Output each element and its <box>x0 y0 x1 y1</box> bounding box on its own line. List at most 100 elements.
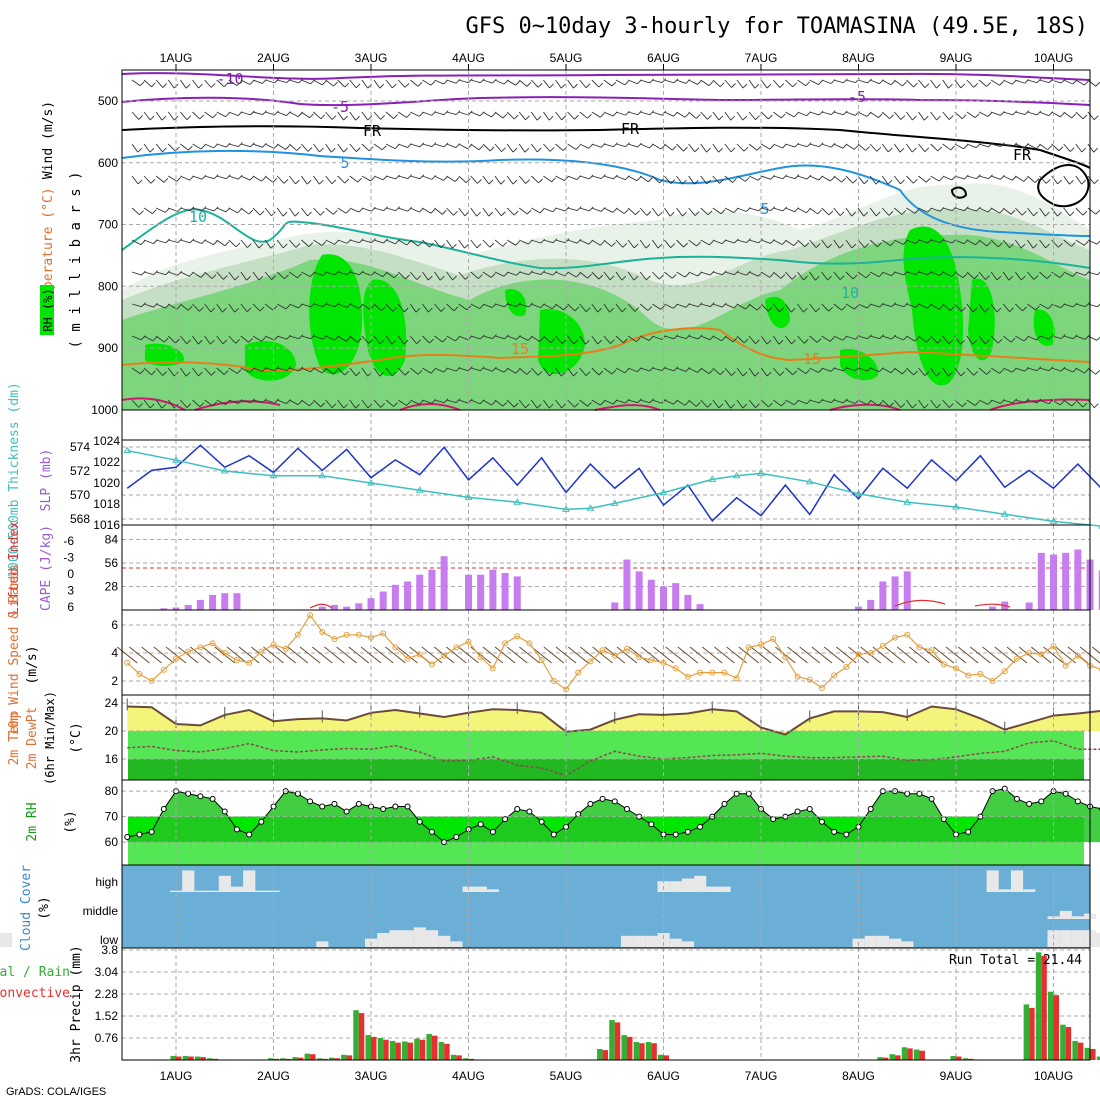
upper-wind-barb <box>1039 175 1047 184</box>
precip-total-bar <box>304 1053 311 1060</box>
upper-wind-barb <box>204 207 215 212</box>
upper-wind-barb <box>434 79 444 85</box>
rh-marker <box>733 790 740 797</box>
thickness-marker <box>708 475 717 482</box>
upper-wind-barb <box>906 303 916 308</box>
upper-wind-barb-flag <box>1093 179 1099 184</box>
rh-high-area <box>145 343 185 366</box>
cape-bar <box>233 593 241 610</box>
wind-speed-marker <box>1074 652 1081 659</box>
upper-wind-barb <box>143 271 154 276</box>
upper-wind-barb <box>155 367 164 376</box>
rh-marker <box>611 798 618 805</box>
upper-wind-barb-flag <box>222 307 227 313</box>
upper-wind-barb-flag <box>149 147 155 153</box>
upper-wind-barb <box>797 399 807 405</box>
thickness-tick-label: 572 <box>70 464 90 478</box>
upper-wind-barb <box>156 239 166 244</box>
upper-wind-barb <box>615 239 624 248</box>
cloud-cover-bar <box>864 935 877 947</box>
precip-total-bar <box>1096 1056 1100 1060</box>
lifted-index-line <box>309 599 1011 609</box>
upper-wind-barb <box>688 207 696 216</box>
wind-barb <box>1091 646 1100 654</box>
wind-speed-marker <box>197 644 204 651</box>
upper-wind-barb-flag <box>961 114 967 120</box>
upper-wind-barb <box>506 79 516 86</box>
upper-wind-barb-flag <box>802 307 808 313</box>
upper-wind-barb <box>180 335 188 345</box>
upper-wind-barb <box>809 335 818 343</box>
precip-convective-bar <box>188 1056 194 1060</box>
upper-wind-barb <box>180 303 189 311</box>
upper-wind-barb-flag <box>380 115 385 120</box>
upper-wind-barb-flag <box>878 272 884 278</box>
wind-barb <box>336 646 357 664</box>
upper-wind-barb <box>978 335 986 345</box>
wind-speed-marker <box>294 631 301 638</box>
upper-wind-barb-flag <box>754 83 760 89</box>
precip-total-bar <box>328 1057 335 1060</box>
upper-wind-barb <box>373 207 384 212</box>
upper-wind-barb <box>688 399 697 407</box>
upper-wind-barb <box>724 239 735 244</box>
upper-wind-barb <box>918 271 929 276</box>
upper-wind-barb <box>990 399 1001 404</box>
cloud-cover-bar <box>706 886 719 892</box>
wind-speed-marker <box>745 644 752 651</box>
upper-wind-barb <box>373 399 382 408</box>
upper-wind-barb-flag <box>864 243 869 248</box>
upper-wind-barb <box>772 303 780 313</box>
slp-frame <box>121 439 1091 526</box>
upper-wind-barb <box>772 367 781 376</box>
upper-wind-barb <box>216 303 223 313</box>
upper-wind-barb-flag <box>453 210 458 216</box>
upper-wind-barb-flag <box>1048 334 1054 340</box>
rh-marker <box>294 790 301 797</box>
precip-convective-bar <box>602 1050 609 1060</box>
upper-wind-barb <box>1063 303 1074 308</box>
upper-wind-barb-flag <box>368 338 374 344</box>
upper-wind-barb <box>1002 207 1012 215</box>
upper-wind-barb <box>143 175 152 184</box>
upper-wind-barb <box>155 143 163 153</box>
upper-wind-barb <box>530 367 539 376</box>
upper-wind-barb <box>349 175 359 183</box>
upper-wind-barb-flag <box>633 275 639 281</box>
wind-speed-marker <box>258 648 265 655</box>
upper-wind-barb-flag <box>612 208 618 213</box>
rh-marker <box>867 806 874 812</box>
upper-wind-barb <box>180 143 189 151</box>
wind-barb <box>458 646 479 664</box>
upper-wind-barb-flag <box>429 338 434 344</box>
upper-wind-barb <box>264 143 275 149</box>
upper-wind-barb-flag <box>212 401 218 407</box>
wind-barb <box>787 646 808 664</box>
upper-wind-barb <box>434 111 445 116</box>
upper-wind-barb <box>918 367 926 376</box>
upper-wind-barb-flag <box>1082 114 1088 120</box>
slp-line <box>126 444 1100 522</box>
rh-marker <box>380 806 387 812</box>
upper-wind-barb <box>228 175 239 180</box>
upper-wind-barb-flag <box>367 403 373 409</box>
upper-wind-barb-flag <box>936 371 941 377</box>
upper-wind-barb <box>289 111 299 118</box>
upper-wind-barb-flag <box>839 211 845 217</box>
wind-speed-marker <box>989 678 996 684</box>
cape-bar <box>1050 554 1057 610</box>
upper-wind-barb <box>168 303 178 310</box>
upper-wind-barb <box>857 111 868 117</box>
upper-wind-barb <box>434 239 442 249</box>
upper-wind-barb <box>676 303 687 308</box>
rh-marker <box>965 828 972 835</box>
upper-wind-barb-flag <box>549 371 554 377</box>
precip-total-bar <box>609 1020 615 1060</box>
wind-barb <box>677 646 699 664</box>
upper-wind-barb <box>712 335 722 342</box>
upper-wind-barb <box>361 111 369 121</box>
upper-wind-barb <box>373 143 383 151</box>
upper-wind-barb-flag <box>297 400 303 405</box>
upper-wind-barb-flag <box>237 174 243 180</box>
upper-wind-barb-flag <box>417 369 423 375</box>
